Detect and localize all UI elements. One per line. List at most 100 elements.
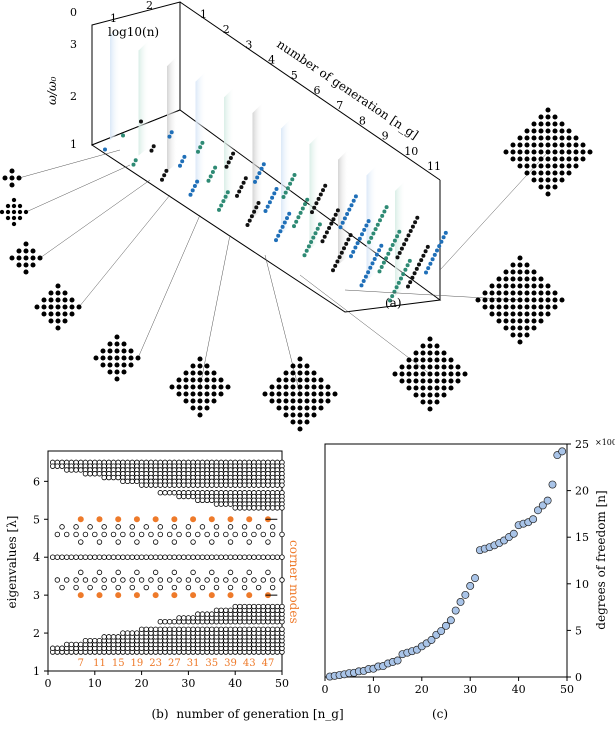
lattice-node bbox=[552, 128, 558, 134]
lattice-node bbox=[318, 405, 324, 411]
eigenvalue-point bbox=[110, 531, 117, 538]
lattice-node bbox=[538, 121, 544, 127]
eigenvalue-point bbox=[73, 577, 79, 583]
spectrum-point bbox=[426, 266, 431, 271]
lattice-node bbox=[510, 297, 516, 303]
lattice-node bbox=[183, 391, 189, 397]
eigenvalue-point bbox=[246, 626, 252, 632]
eigenvalue-point bbox=[120, 577, 126, 583]
lattice-node bbox=[517, 318, 523, 324]
eigenvalue-point bbox=[260, 554, 266, 560]
eigenvalue-point bbox=[241, 626, 248, 632]
eigenvalue-point bbox=[129, 531, 135, 538]
lattice-node bbox=[475, 297, 481, 303]
lattice-node bbox=[276, 405, 282, 411]
corner-generation-label: 19 bbox=[131, 658, 144, 669]
lattice-node bbox=[545, 149, 551, 155]
eigenvalue-point bbox=[68, 641, 75, 648]
lattice-node bbox=[538, 184, 544, 190]
lattice-node bbox=[413, 371, 419, 377]
eigenvalue-point bbox=[134, 630, 140, 636]
lattice-node bbox=[517, 332, 523, 338]
spectrum-point bbox=[180, 159, 185, 164]
spectrum-point bbox=[311, 235, 316, 240]
lattice-node bbox=[283, 398, 289, 404]
spectrum-point bbox=[285, 186, 290, 191]
lattice-node bbox=[304, 405, 310, 411]
lattice-node bbox=[100, 355, 106, 361]
lattice-node bbox=[524, 149, 530, 155]
spectrum-point bbox=[292, 224, 296, 229]
y-tick-label: 1 bbox=[33, 665, 40, 678]
lattice-node bbox=[100, 348, 106, 354]
lattice-node bbox=[448, 371, 454, 377]
corner-mode-point bbox=[190, 516, 197, 523]
y-tick-label: 5 bbox=[33, 513, 40, 526]
lattice-node bbox=[545, 170, 551, 176]
lattice-node bbox=[524, 325, 530, 331]
eigenvalue-point bbox=[195, 554, 201, 560]
lattice-node bbox=[62, 311, 68, 317]
lattice-node bbox=[524, 163, 530, 169]
eigenvalue-point bbox=[92, 637, 98, 644]
eigenvalue-point bbox=[199, 482, 206, 488]
spectrum-point bbox=[243, 176, 248, 181]
lattice-node bbox=[552, 304, 558, 310]
x-tick-label: 50 bbox=[275, 677, 289, 690]
eigenvalue-point bbox=[171, 482, 178, 488]
lattice-node bbox=[434, 392, 440, 398]
eigenvalue-point bbox=[162, 626, 168, 632]
lattice-node bbox=[318, 377, 324, 383]
spectrum-point bbox=[342, 246, 346, 251]
eigenvalue-point bbox=[92, 471, 98, 477]
dof-point bbox=[393, 656, 402, 665]
spectrum-point bbox=[331, 268, 335, 273]
lattice-node bbox=[218, 377, 224, 383]
spectrum-point bbox=[253, 179, 257, 184]
lattice-node bbox=[413, 357, 419, 363]
lattice-node bbox=[121, 355, 127, 361]
lattice-node bbox=[218, 391, 224, 397]
lattice-node bbox=[517, 304, 523, 310]
eigenvalue-point bbox=[209, 497, 215, 504]
spectrum-point bbox=[323, 183, 328, 188]
lattice-node bbox=[538, 142, 544, 148]
lattice-node bbox=[276, 391, 282, 397]
lattice-node bbox=[580, 149, 586, 155]
spectrum-point bbox=[121, 133, 125, 138]
spectrum-point bbox=[210, 170, 215, 174]
lattice-node bbox=[23, 241, 29, 247]
lattice-node bbox=[311, 412, 317, 418]
spectrum-point bbox=[349, 254, 353, 259]
lattice-node bbox=[183, 370, 189, 376]
z-tick-label: 2 bbox=[146, 0, 153, 12]
spectrum-point bbox=[408, 280, 413, 285]
lattice-node bbox=[211, 398, 217, 404]
spectrum-point bbox=[407, 258, 412, 263]
lattice-node bbox=[197, 370, 203, 376]
lattice-node bbox=[121, 362, 127, 368]
eigenvalue-point bbox=[279, 603, 285, 610]
eigenvalue-point bbox=[59, 645, 65, 651]
eigenvalue-point bbox=[129, 630, 135, 636]
eigenvalue-point bbox=[251, 577, 257, 583]
spectrum-point bbox=[278, 229, 283, 234]
lattice-node bbox=[441, 350, 447, 356]
y-tick-label: 4 bbox=[33, 551, 40, 564]
lattice-node bbox=[448, 378, 454, 384]
eigenvalue-point bbox=[237, 626, 243, 632]
spectrum-point bbox=[288, 181, 293, 186]
lattice-node bbox=[545, 142, 551, 148]
lattice-node bbox=[517, 283, 523, 289]
spectrum-point bbox=[397, 251, 402, 255]
lattice-node bbox=[69, 304, 75, 310]
eigenvalue-point bbox=[166, 577, 173, 583]
lattice-node bbox=[524, 135, 530, 141]
lattice-node bbox=[176, 391, 182, 397]
spectrum-point bbox=[270, 195, 275, 200]
eigenvalue-point bbox=[106, 474, 112, 481]
lattice-node bbox=[283, 377, 289, 383]
lattice-node bbox=[524, 156, 530, 162]
